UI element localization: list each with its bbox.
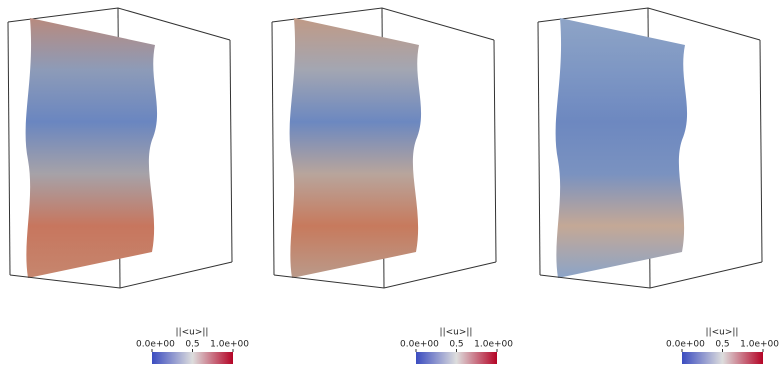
colorbar (416, 352, 497, 364)
panel (272, 8, 496, 288)
bounding-box (494, 40, 496, 262)
surface (290, 18, 421, 278)
surface (556, 18, 687, 278)
colorbar-tick-label: 0.5 (715, 340, 729, 350)
surface (26, 18, 157, 278)
colorbar-title: ||<u>|| (176, 328, 209, 338)
render-view: ||<u>||0.0e+000.51.0e+00||<u>||0.0e+000.… (0, 0, 780, 364)
colorbar-title: ||<u>|| (440, 328, 473, 338)
colorbar-tick-label: 0.0e+00 (400, 340, 439, 350)
colorbar-tick-label: 1.0e+00 (740, 340, 779, 350)
colorbar (152, 352, 233, 364)
panel (8, 8, 232, 288)
colorbar-tick-label: 0.0e+00 (666, 340, 705, 350)
bounding-box (272, 22, 274, 275)
colorbar-tick-label: 1.0e+00 (210, 340, 249, 350)
colorbar-title: ||<u>|| (706, 328, 739, 338)
colorbar-tick-label: 0.0e+00 (136, 340, 175, 350)
bounding-box (760, 40, 762, 262)
colorbar-tick-label: 1.0e+00 (474, 340, 513, 350)
bounding-box (230, 40, 232, 262)
colorbar (682, 352, 763, 364)
bounding-box (538, 22, 540, 275)
bounding-box (8, 22, 10, 275)
colorbar-tick-label: 0.5 (185, 340, 199, 350)
panel (538, 8, 762, 288)
colorbar-tick-label: 0.5 (449, 340, 463, 350)
